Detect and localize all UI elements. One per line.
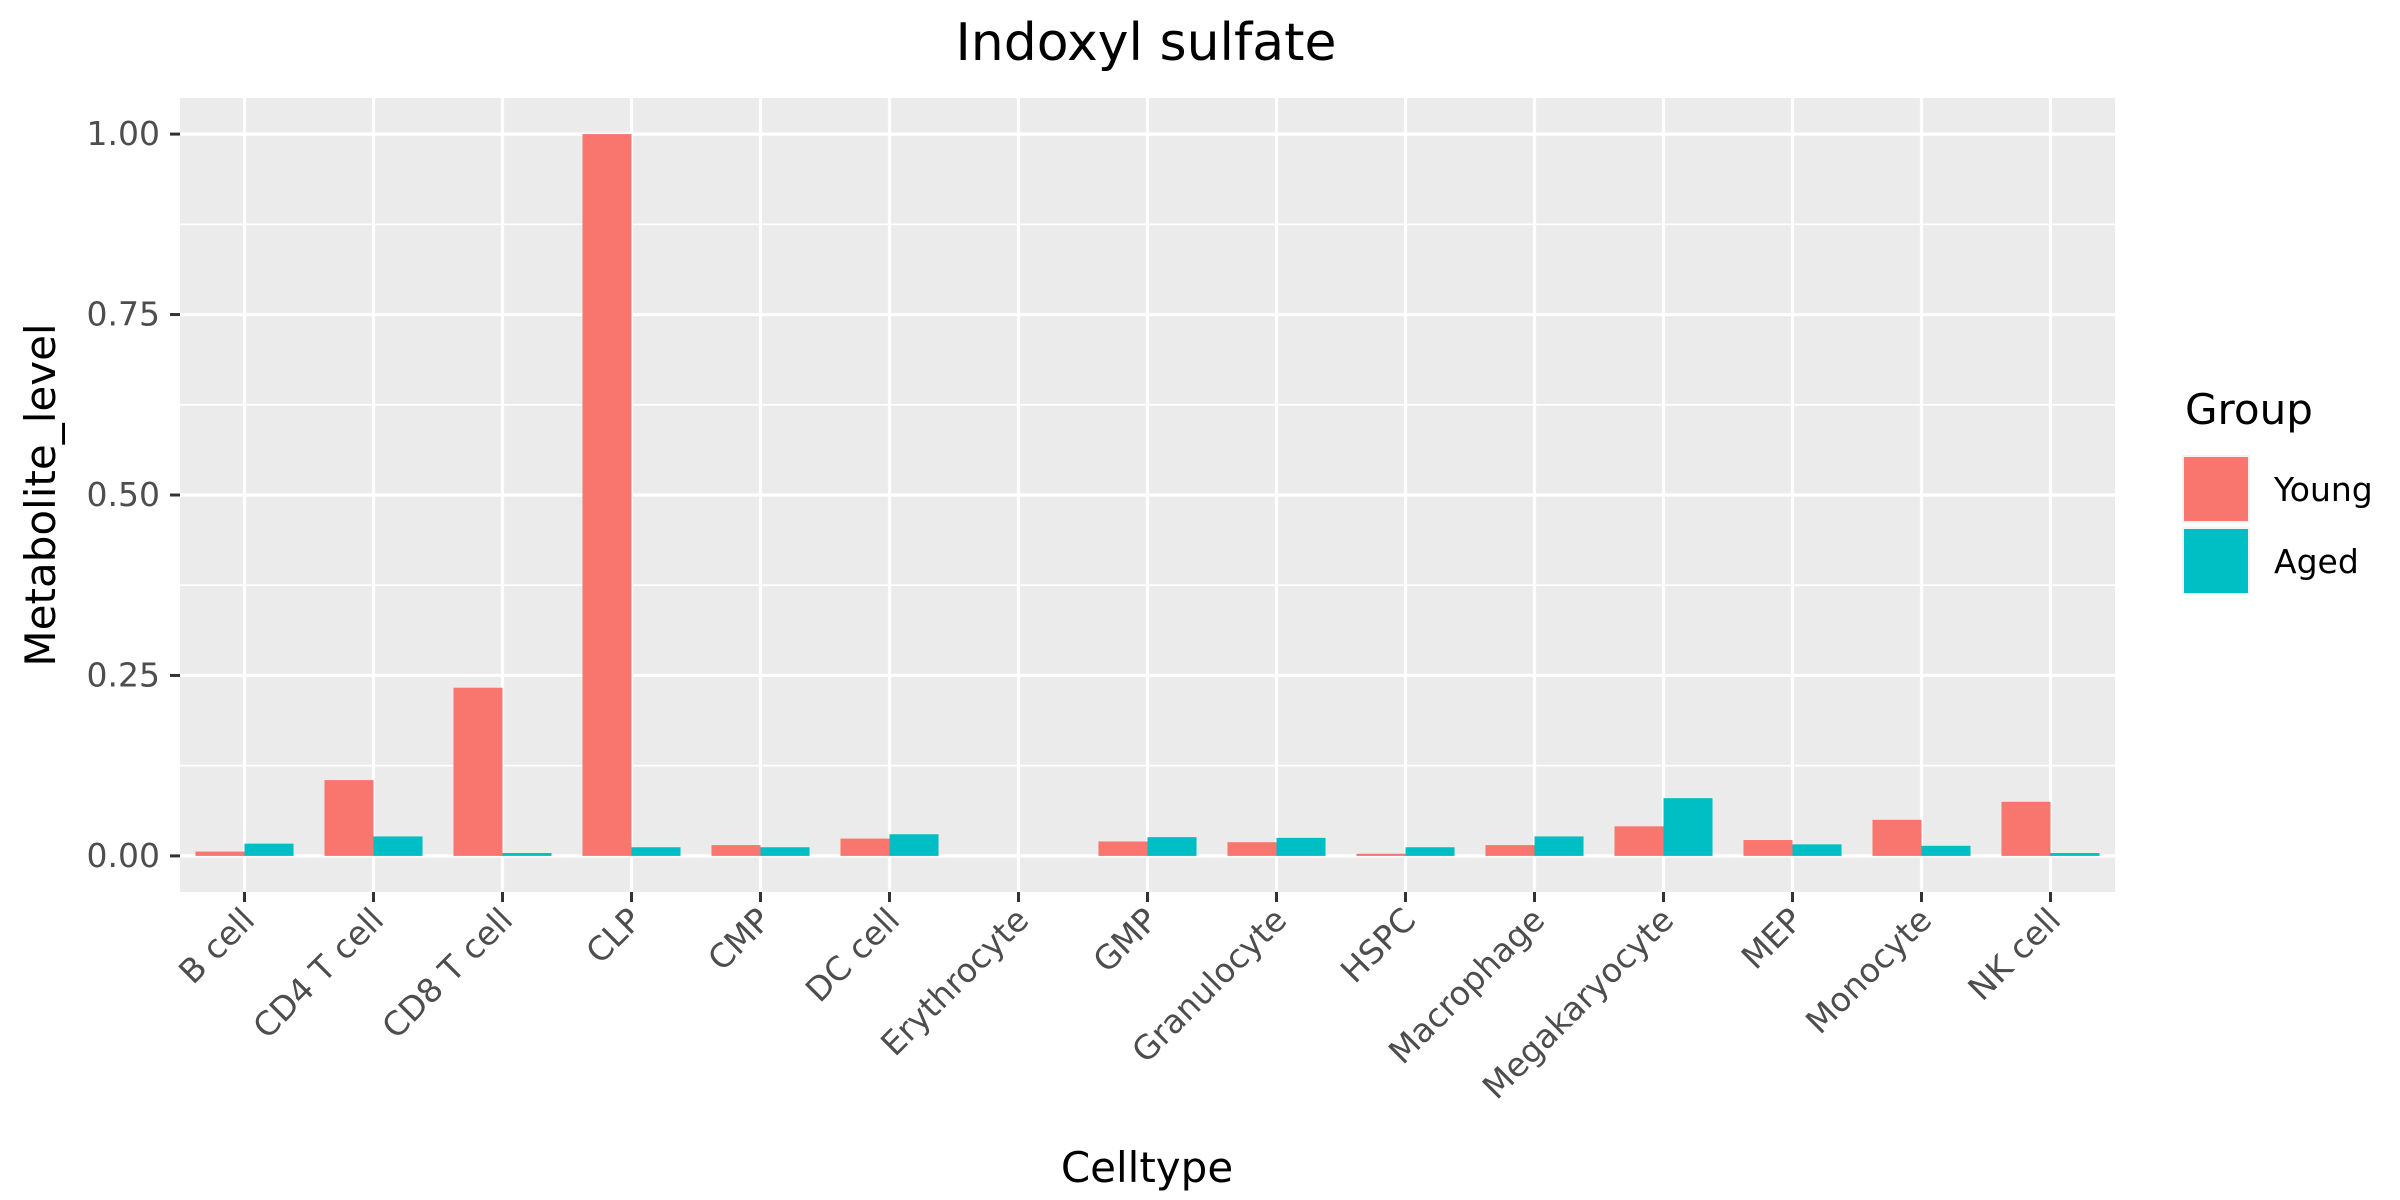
- bars: [195, 134, 2100, 856]
- bar-aged-b-cell: [244, 843, 294, 856]
- bar-aged-clp: [631, 847, 681, 856]
- bar-aged-cd8-t-cell: [502, 853, 552, 856]
- y-tick-label: 1.00: [87, 114, 160, 153]
- chart-title: Indoxyl sulfate: [955, 13, 1336, 73]
- bar-young-cd8-t-cell: [453, 687, 503, 856]
- bar-aged-mep: [1792, 844, 1842, 856]
- y-tick-label: 0.75: [87, 295, 160, 334]
- y-tick-label: 0.00: [87, 836, 160, 875]
- bar-aged-hspc: [1405, 847, 1455, 856]
- bar-young-gmp: [1098, 841, 1148, 856]
- bar-young-cd4-t-cell: [324, 780, 374, 856]
- legend-title: Group: [2185, 385, 2313, 434]
- bar-young-nk-cell: [2001, 801, 2051, 856]
- bar-young-mep: [1743, 840, 1793, 856]
- bar-young-megakaryocyte: [1614, 826, 1664, 856]
- y-axis: 0.00 0.25 0.50 0.75 1.00: [87, 114, 180, 875]
- bar-young-cmp: [711, 845, 761, 856]
- bar-aged-dc-cell: [889, 834, 939, 856]
- bar-young-granulocyte: [1227, 842, 1277, 856]
- bar-aged-monocyte: [1921, 845, 1971, 856]
- bar-aged-megakaryocyte: [1663, 798, 1713, 856]
- bar-young-clp: [582, 134, 632, 856]
- bar-aged-gmp: [1147, 837, 1197, 856]
- legend-swatch-aged: [2184, 529, 2248, 593]
- bar-young-b-cell: [195, 851, 245, 856]
- bar-young-macrophage: [1485, 845, 1535, 856]
- bar-aged-nk-cell: [2050, 853, 2100, 856]
- x-axis-title: Celltype: [1061, 1143, 1233, 1192]
- bar-young-dc-cell: [840, 838, 890, 856]
- bar-young-hspc: [1356, 853, 1406, 856]
- bar-aged-cmp: [760, 847, 810, 856]
- y-tick-label: 0.25: [87, 655, 160, 694]
- legend-swatch-young: [2184, 457, 2248, 521]
- bar-aged-granulocyte: [1276, 837, 1326, 856]
- legend-items: Young Aged: [2182, 455, 2373, 595]
- legend-label-aged: Aged: [2274, 542, 2359, 581]
- legend: Group Young Aged: [2182, 385, 2373, 595]
- legend-label-young: Young: [2273, 470, 2373, 509]
- y-axis-title: Metabolite_level: [16, 323, 65, 666]
- bar-aged-macrophage: [1534, 836, 1584, 856]
- bar-young-monocyte: [1872, 819, 1922, 856]
- y-tick-label: 0.50: [87, 475, 160, 514]
- bar-aged-cd4-t-cell: [373, 836, 423, 856]
